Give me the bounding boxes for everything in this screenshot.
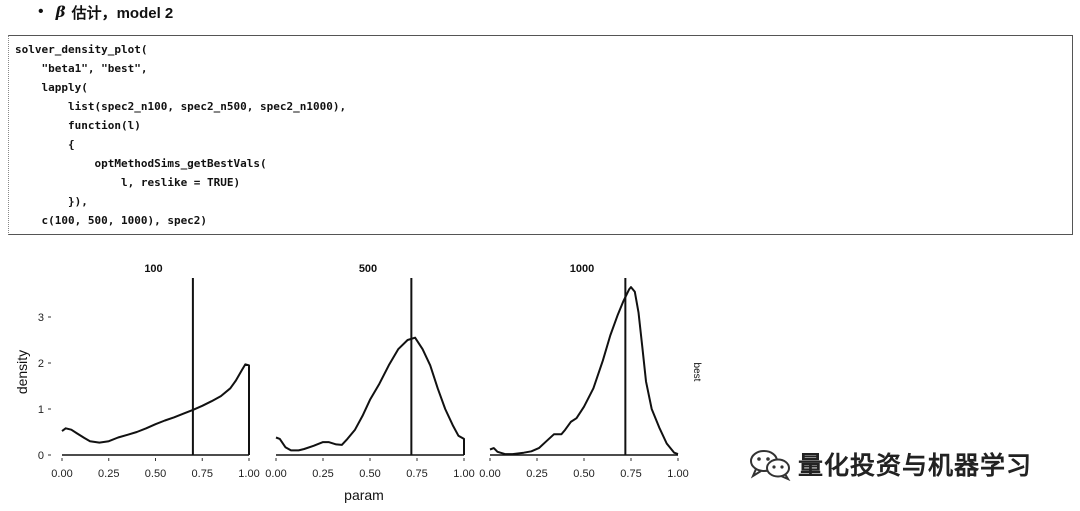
- y-tick-label: 2: [38, 358, 44, 370]
- x-tick-label: 0.25: [312, 468, 333, 480]
- panel-title: 100: [144, 263, 162, 275]
- x-tick-label: 0.25: [526, 468, 547, 480]
- code-line: lapply(: [15, 81, 88, 94]
- code-line: list(spec2_n100, spec2_n500, spec2_n1000…: [15, 100, 347, 113]
- x-tick-label: 0.00: [265, 468, 286, 480]
- code-line: {: [15, 138, 75, 151]
- x-tick-label: 1.00: [453, 468, 474, 480]
- x-tick-label: 0.50: [145, 468, 166, 480]
- x-tick-label: 0.75: [406, 468, 427, 480]
- x-tick-label: 1.00: [238, 468, 259, 480]
- x-tick-label: 1.00: [667, 468, 688, 480]
- density-curve: [489, 286, 679, 456]
- code-line: "beta1", "best",: [15, 62, 148, 75]
- x-tick-label: 0.75: [620, 468, 641, 480]
- bullet-text: 估计，model 2: [71, 4, 174, 22]
- x-tick-label: 0.00: [51, 468, 72, 480]
- bullet-item: • β 估计，model 2: [38, 0, 173, 24]
- y-tick-label: 1: [38, 404, 44, 416]
- watermark-text: 量化投资与机器学习: [798, 452, 1033, 480]
- facet-strip-label: best: [691, 363, 702, 382]
- x-tick-label: 0.75: [192, 468, 213, 480]
- code-line: function(l): [15, 119, 141, 132]
- y-tick-label: 0: [38, 450, 44, 462]
- code-line: l, reslike = TRUE): [15, 176, 241, 189]
- x-tick-label: 0.50: [359, 468, 380, 480]
- beta-symbol: β: [55, 3, 66, 21]
- panel-title: 1000: [570, 263, 594, 275]
- x-tick-label: 0.50: [573, 468, 594, 480]
- x-axis-label: param: [344, 487, 384, 503]
- bullet-marker: •: [38, 3, 44, 20]
- code-line: solver_density_plot(: [15, 43, 148, 56]
- density-facet-plot: 0 1 2 3 density 100 0.00 0.25 0.50 0.75 1.00 500 0.0…: [14, 263, 702, 503]
- panel-title: 500: [359, 263, 377, 275]
- y-axis-label: density: [14, 350, 30, 394]
- code-line: optMethodSims_getBestVals(: [15, 157, 267, 170]
- x-tick-label: 0.00: [479, 468, 500, 480]
- density-curve: [61, 363, 250, 455]
- watermark: 量化投资与机器学习: [748, 446, 1032, 482]
- density-curve: [275, 336, 465, 455]
- y-tick-label: 3: [38, 312, 44, 324]
- code-cell[interactable]: solver_density_plot( "beta1", "best", la…: [8, 35, 1073, 235]
- code-line: }),: [15, 195, 88, 208]
- x-tick-label: 0.25: [98, 468, 119, 480]
- code-line: c(100, 500, 1000), spec2): [15, 214, 208, 227]
- wechat-icon: [750, 450, 791, 481]
